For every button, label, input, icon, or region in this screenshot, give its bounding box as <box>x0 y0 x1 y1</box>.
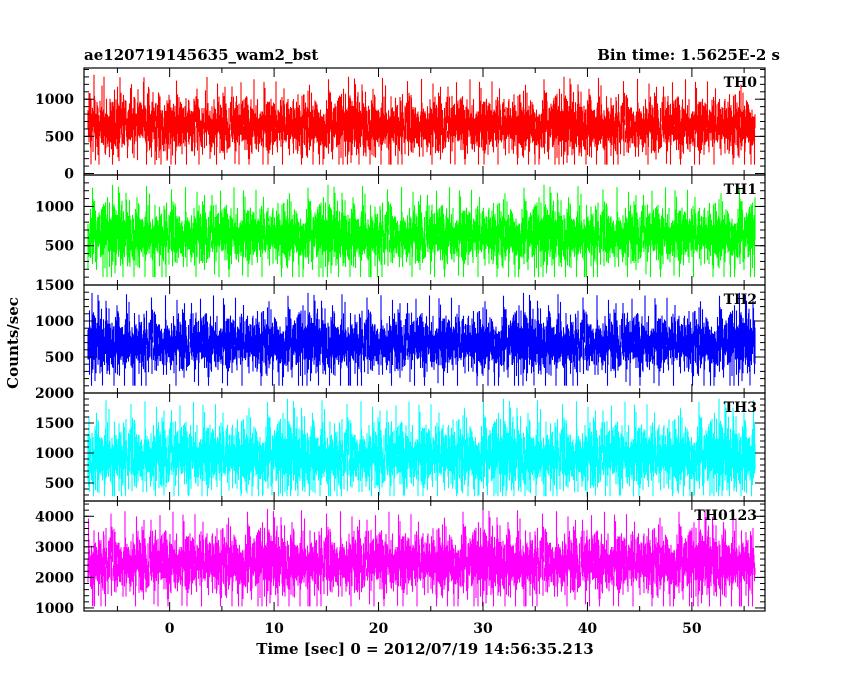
x-tick-label-20: 20 <box>369 621 389 637</box>
x-axis-label: Time [sec] 0 = 2012/07/19 14:56:35.213 <box>256 640 593 658</box>
panel-label-th1: TH1 <box>724 182 757 198</box>
y-tick-label-th1-1000: 1000 <box>35 199 74 215</box>
y-tick-label-th0123-1000: 1000 <box>35 601 74 617</box>
y-tick-label-th2-1000: 1000 <box>35 314 74 330</box>
series-th0-trace <box>87 74 756 165</box>
y-axis-label: Counts/sec <box>4 297 22 389</box>
x-tick-label-30: 30 <box>473 621 493 637</box>
x-tick-label-10: 10 <box>264 621 284 637</box>
x-tick-label-50: 50 <box>682 621 702 637</box>
panel-th0123-frame <box>83 500 766 612</box>
series-th1-trace <box>87 184 756 278</box>
y-tick-label-th2-0: 0 <box>64 386 74 402</box>
y-tick-label-th0123-4000: 4000 <box>35 509 74 525</box>
y-tick-label-th2-1500: 1500 <box>35 278 74 294</box>
series-th3-trace <box>87 398 756 497</box>
y-tick-label-th0-500: 500 <box>45 129 74 145</box>
y-tick-label-th3-1000: 1000 <box>35 446 74 462</box>
panels-group: 05001000TH005001000TH1050010001500TH2500… <box>35 67 766 637</box>
y-tick-label-th0-0: 0 <box>64 167 74 183</box>
panel-label-th2: TH2 <box>724 292 757 308</box>
y-tick-label-th1-0: 0 <box>64 278 74 294</box>
bin-time-label: Bin time: 1.5625E-2 s <box>597 46 780 64</box>
y-tick-label-th0123-2000: 2000 <box>35 570 74 586</box>
chart-title: ae120719145635_wam2_bst <box>84 46 318 64</box>
y-tick-label-th3-1500: 1500 <box>35 416 74 432</box>
panel-label-th3: TH3 <box>724 400 757 416</box>
y-tick-label-th3-500: 500 <box>45 476 74 492</box>
x-tick-label-40: 40 <box>578 621 598 637</box>
y-tick-label-th3-2000: 2000 <box>35 386 74 402</box>
series-th0123-trace <box>87 508 756 607</box>
series-th2-trace <box>87 292 756 386</box>
panel-label-th0123: TH0123 <box>694 508 757 524</box>
panel-label-th0: TH0 <box>724 75 758 91</box>
y-tick-label-th0-1000: 1000 <box>35 92 74 108</box>
y-tick-label-th2-500: 500 <box>45 350 74 366</box>
x-tick-label-0: 0 <box>165 621 175 637</box>
y-tick-label-th0123-3000: 3000 <box>35 540 74 556</box>
y-tick-label-th1-500: 500 <box>45 239 74 255</box>
